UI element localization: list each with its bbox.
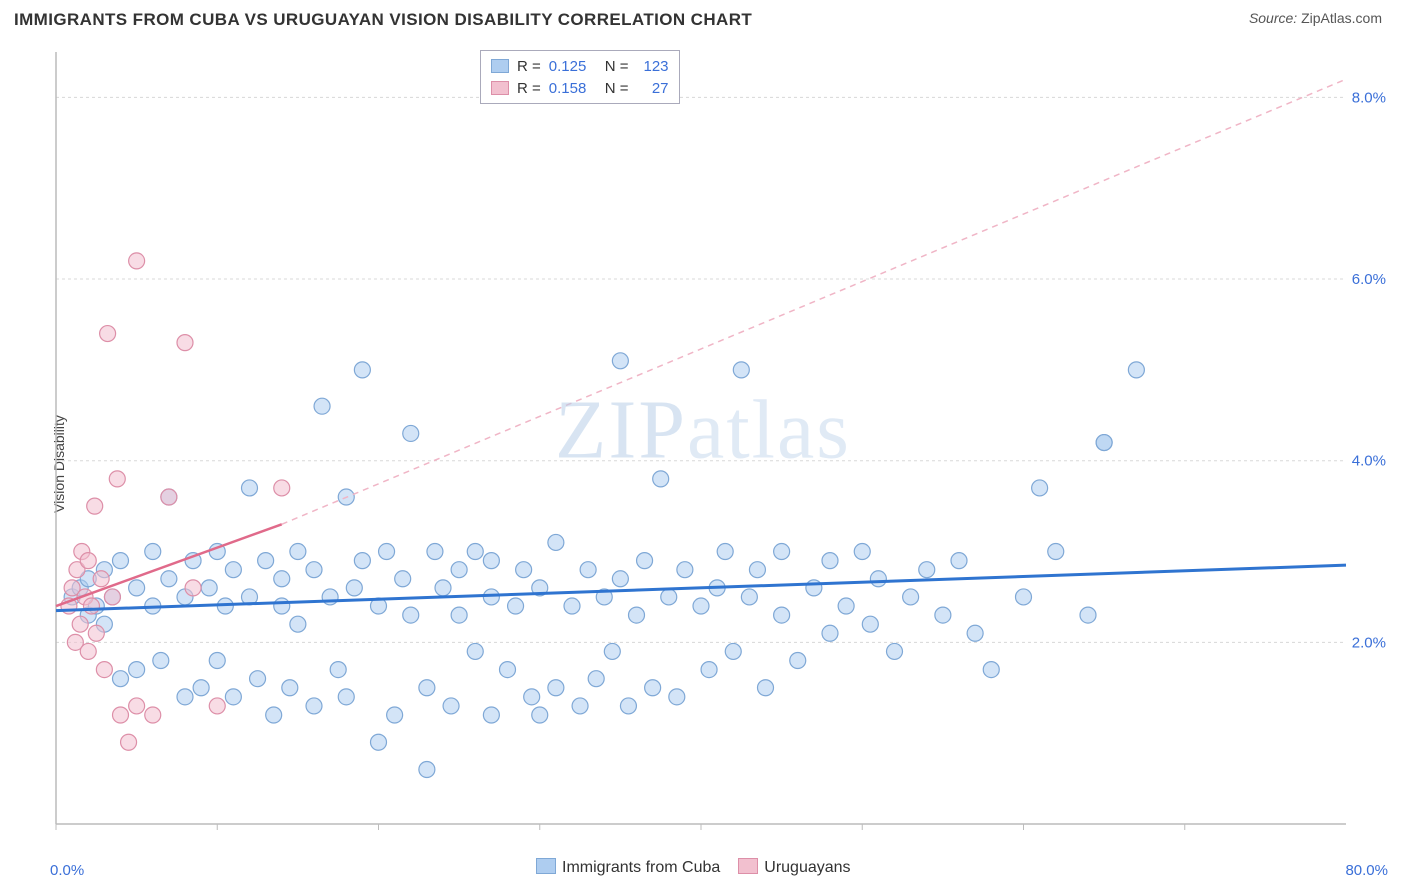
svg-text:6.0%: 6.0%	[1352, 271, 1386, 288]
source-value: ZipAtlas.com	[1301, 10, 1382, 26]
chart-area: Vision Disability 2.0%4.0%6.0%8.0% ZIPat…	[14, 44, 1392, 884]
n-label: N =	[605, 58, 629, 75]
gridlines	[56, 97, 1346, 830]
stats-row-cuba: R = 0.125 N = 123	[491, 55, 669, 77]
r-label: R =	[517, 80, 541, 97]
r-value: 0.125	[549, 58, 597, 75]
cuba-points	[64, 353, 1144, 778]
trend-lines	[56, 79, 1346, 610]
legend-label: Uruguayans	[764, 859, 850, 876]
swatch-cuba	[536, 858, 556, 874]
n-label: N =	[605, 80, 629, 97]
header: IMMIGRANTS FROM CUBA VS URUGUAYAN VISION…	[0, 0, 1406, 36]
source-attribution: Source: ZipAtlas.com	[1249, 10, 1382, 26]
swatch-cuba	[491, 59, 509, 73]
n-value: 123	[637, 58, 669, 75]
scatter-plot: 2.0% 4.0% 6.0% 8.0%	[50, 44, 1392, 852]
legend-item-uruguay: Uruguayans	[738, 858, 850, 877]
bottom-legend: Immigrants from Cuba Uruguayans	[536, 858, 851, 877]
chart-title: IMMIGRANTS FROM CUBA VS URUGUAYAN VISION…	[14, 10, 752, 30]
svg-text:4.0%: 4.0%	[1352, 453, 1386, 470]
y-tick-labels: 2.0% 4.0% 6.0% 8.0%	[1352, 89, 1386, 651]
stats-legend: R = 0.125 N = 123 R = 0.158 N = 27	[480, 50, 680, 104]
stats-row-uruguay: R = 0.158 N = 27	[491, 77, 669, 99]
source-label: Source:	[1249, 10, 1297, 26]
swatch-uruguay	[491, 81, 509, 95]
svg-text:2.0%: 2.0%	[1352, 634, 1386, 651]
legend-label: Immigrants from Cuba	[562, 859, 720, 876]
x-axis-start-label: 0.0%	[50, 862, 84, 879]
svg-text:8.0%: 8.0%	[1352, 89, 1386, 106]
n-value: 27	[637, 80, 669, 97]
legend-item-cuba: Immigrants from Cuba	[536, 858, 720, 877]
r-label: R =	[517, 58, 541, 75]
axis-lines	[56, 52, 1346, 824]
r-value: 0.158	[549, 80, 597, 97]
swatch-uruguay	[738, 858, 758, 874]
x-axis-end-label: 80.0%	[1345, 862, 1388, 879]
